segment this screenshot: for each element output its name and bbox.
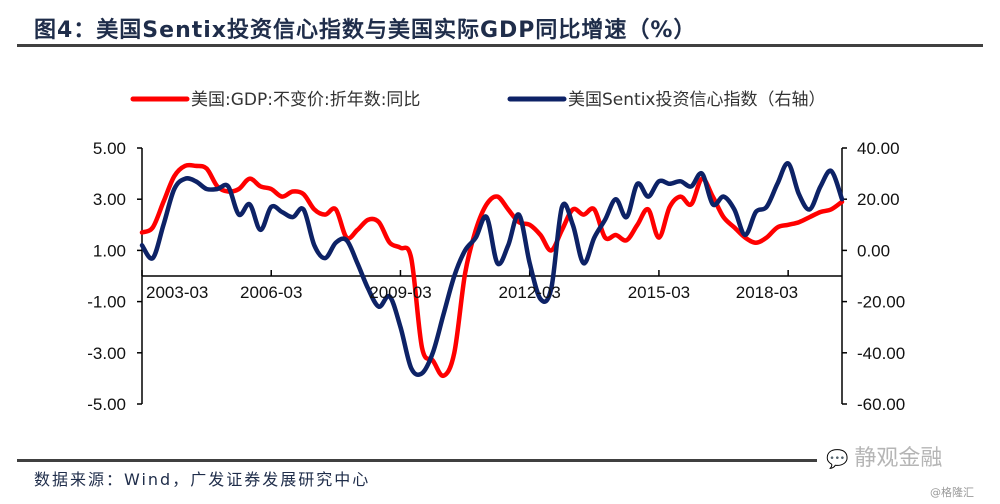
credit-text: @格隆汇 (930, 486, 974, 499)
axes: 5.00 3.00 1.00 -1.00 -3.00 -5.00 40.00 20.00 0.0… (87, 139, 905, 414)
right-tick-label: 40.00 (857, 139, 900, 158)
chart-title: 图4：美国Sentix投资信心指数与美国实际GDP同比增速（%） (34, 18, 697, 43)
title-divider (17, 44, 983, 47)
legend: 美国:GDP:不变价:折年数:同比 美国Sentix投资信心指数（右轴） (130, 90, 825, 110)
left-tick-label: -5.00 (87, 395, 126, 414)
x-tick-label: 2018-03 (736, 283, 798, 302)
watermark-text: 静观金融 (854, 446, 943, 471)
x-tick-label: 2003-03 (146, 283, 208, 302)
right-tick-label: 20.00 (857, 190, 900, 209)
right-tick-label: -20.00 (857, 293, 905, 312)
x-tick-label: 2012-03 (498, 283, 560, 302)
series-lines (139, 161, 845, 379)
right-tick-label: 0.00 (857, 241, 890, 260)
series-line-gdp (139, 162, 845, 379)
series-line-sentix (139, 161, 845, 378)
right-tick-label: -40.00 (857, 344, 905, 363)
right-tick-label: -60.00 (857, 395, 905, 414)
left-tick-label: -3.00 (87, 344, 126, 363)
x-tick-label: 2009-03 (369, 283, 431, 302)
legend-label-sentix: 美国Sentix投资信心指数（右轴） (568, 90, 825, 110)
x-tick-label: 2015-03 (628, 283, 690, 302)
legend-label-gdp: 美国:GDP:不变价:折年数:同比 (191, 90, 420, 110)
left-tick-label: 1.00 (93, 241, 126, 260)
x-tick-label: 2006-03 (240, 283, 302, 302)
footer-divider (17, 459, 817, 462)
left-tick-label: 3.00 (93, 190, 126, 209)
x-tick-labels: 2003-03 2006-03 2009-03 2012-03 2015-03 2018-… (146, 283, 798, 302)
left-tick-label: -1.00 (87, 293, 126, 312)
wechat-icon: 💬 (826, 449, 849, 470)
left-tick-label: 5.00 (93, 139, 126, 158)
source-note: 数据来源：Wind，广发证券发展研究中心 (34, 470, 371, 489)
watermark: 💬 静观金融 (822, 446, 947, 473)
